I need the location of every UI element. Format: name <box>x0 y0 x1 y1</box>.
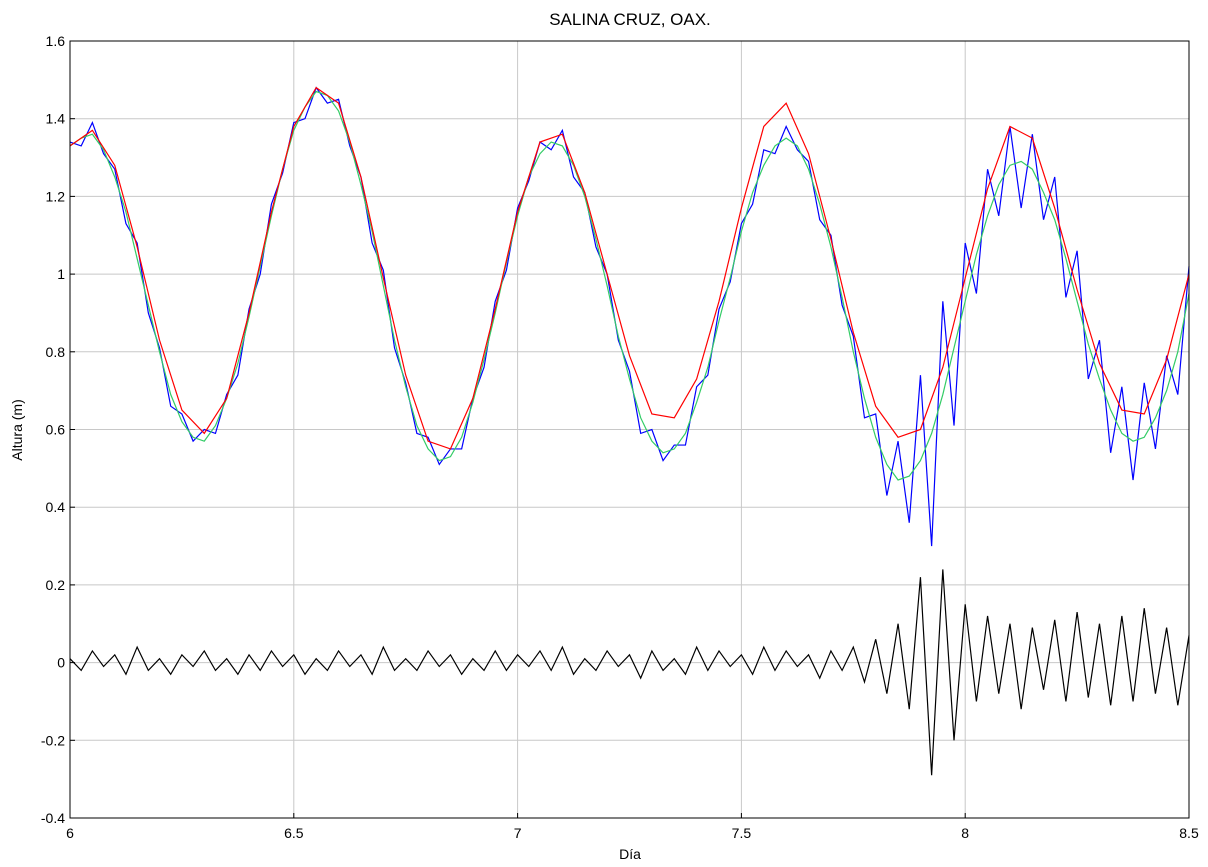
x-tick-label: 6.5 <box>284 825 304 841</box>
y-tick-label: 1.2 <box>46 188 66 204</box>
y-tick-label: 1.4 <box>46 111 66 127</box>
plot-frame <box>69 40 1190 819</box>
y-tick-label: 0.6 <box>46 422 66 438</box>
y-tick-label: 1.6 <box>46 33 66 49</box>
series-line <box>69 86 1190 547</box>
y-tick-label: 0.4 <box>46 499 66 515</box>
y-tick-label: 0 <box>57 655 65 671</box>
x-tick-label: 6 <box>66 825 74 841</box>
y-tick-label: 0.2 <box>46 577 66 593</box>
series-line <box>69 90 1190 481</box>
y-tick-label: 1 <box>57 266 65 282</box>
x-tick-label: 7 <box>514 825 522 841</box>
y-tick-label: 0.8 <box>46 344 66 360</box>
series-line <box>69 569 1190 776</box>
x-axis-label: Día <box>619 846 641 862</box>
series-line <box>69 86 1190 450</box>
x-tick-label: 7.5 <box>732 825 752 841</box>
x-tick-label: 8 <box>961 825 969 841</box>
y-tick-label: -0.4 <box>41 810 65 826</box>
y-axis-label: Altura (m) <box>9 399 25 460</box>
chart-title: SALINA CRUZ, OAX. <box>549 10 711 29</box>
y-tick-label: -0.2 <box>41 732 65 748</box>
x-tick-label: 8.5 <box>1179 825 1199 841</box>
